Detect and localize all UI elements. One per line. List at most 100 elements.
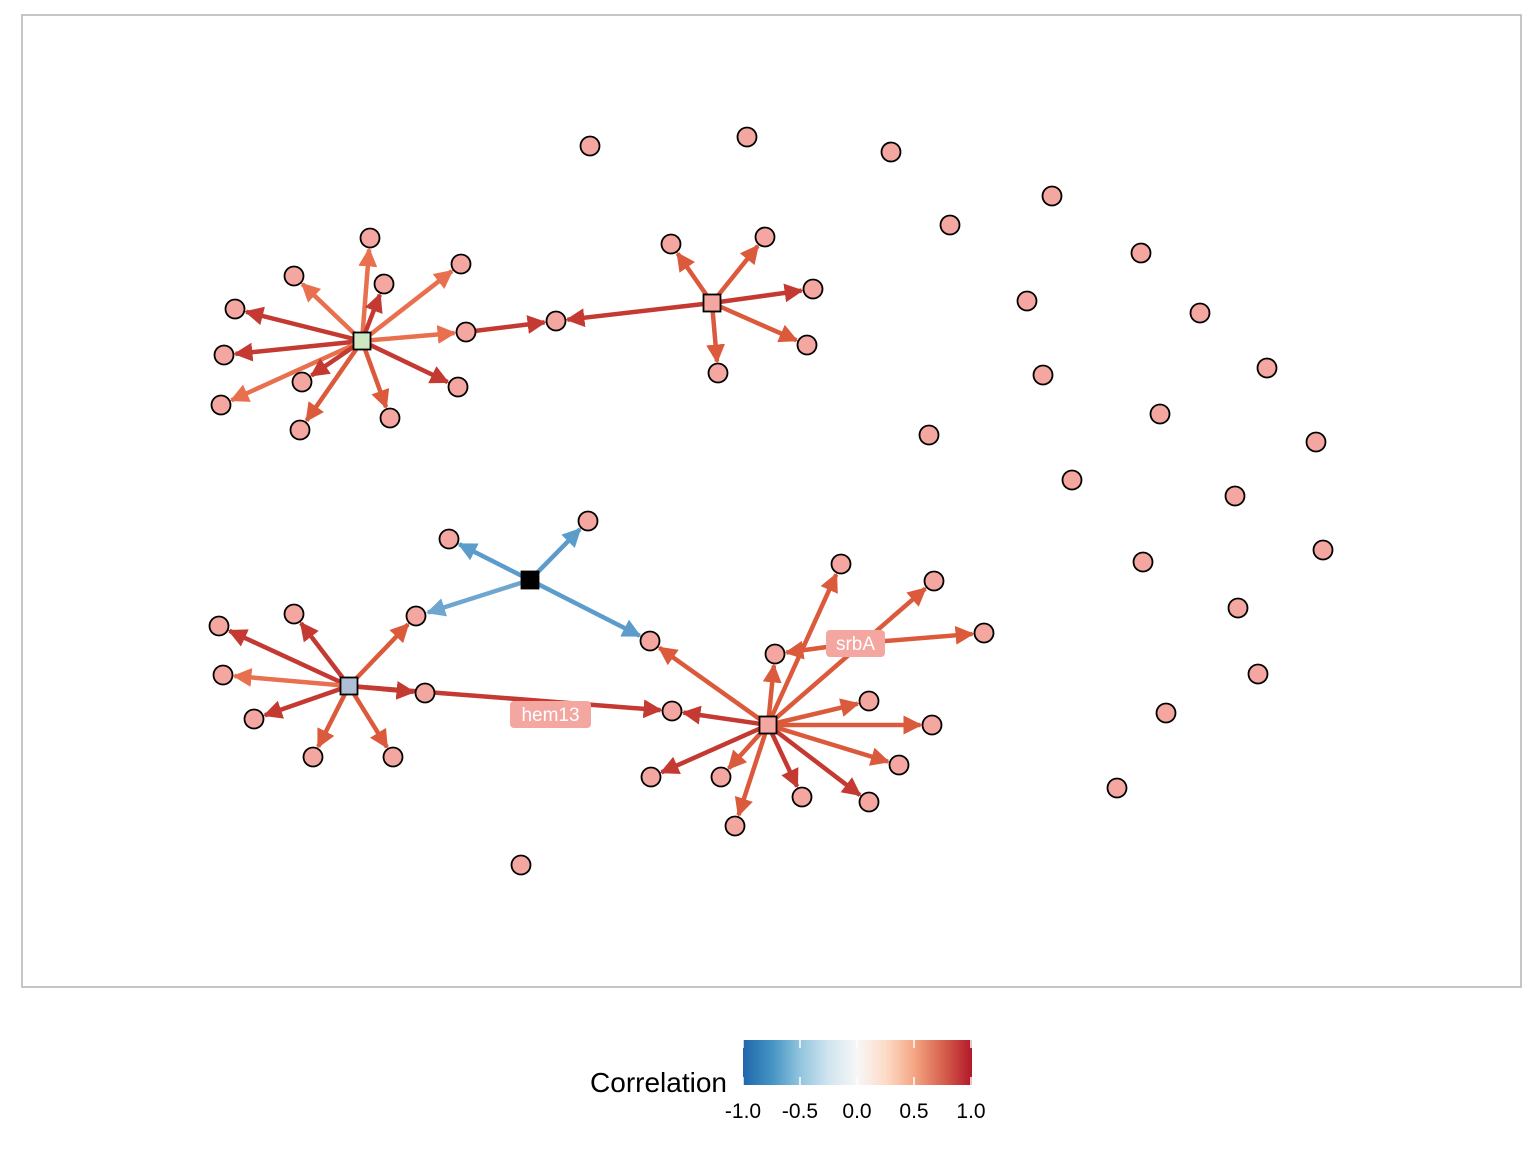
network-node	[213, 344, 235, 366]
network-edge	[232, 668, 350, 689]
network-edge	[347, 622, 410, 688]
network-node	[707, 362, 729, 384]
network-edge	[681, 705, 769, 728]
network-edge	[765, 724, 800, 789]
network-node	[379, 407, 401, 429]
network-node	[414, 682, 436, 704]
network-edge	[710, 244, 760, 305]
network-node	[791, 786, 813, 808]
network-node	[283, 603, 305, 625]
network-node	[450, 253, 472, 275]
network-node	[736, 126, 758, 148]
network-node	[1312, 539, 1334, 561]
hub-node	[339, 676, 359, 696]
network-node	[224, 298, 246, 320]
network-node	[858, 690, 880, 712]
network-edge	[361, 325, 457, 344]
network-edge	[244, 306, 363, 344]
network-edge	[227, 628, 350, 689]
network-node	[858, 791, 880, 813]
network-node	[660, 233, 682, 255]
network-node	[283, 265, 305, 287]
network-node	[1130, 242, 1152, 264]
network-node	[939, 214, 961, 236]
network-node	[830, 553, 852, 575]
network-node	[373, 273, 395, 295]
legend-title: Correlation	[590, 1067, 727, 1098]
network-edge	[457, 542, 532, 583]
node-label-hem13: hem13	[510, 701, 591, 728]
legend-tick-label: 1.0	[956, 1100, 985, 1123]
network-node	[921, 714, 943, 736]
network-node	[405, 605, 427, 627]
network-node	[1016, 290, 1038, 312]
network-node	[545, 310, 567, 332]
network-edge	[316, 684, 352, 749]
network-edge	[734, 724, 771, 817]
network-edge	[711, 283, 804, 306]
network-node	[438, 528, 460, 550]
network-node	[724, 815, 746, 837]
network-edge	[767, 698, 860, 728]
network-node	[208, 615, 230, 637]
legend-tick-label: -0.5	[782, 1100, 818, 1123]
network-edge	[347, 684, 389, 749]
network-node	[1247, 663, 1269, 685]
network-edge	[300, 282, 364, 343]
network-edge	[711, 300, 799, 343]
legend-tick-marks	[742, 1040, 972, 1085]
network-edge	[304, 339, 364, 423]
network-node	[1227, 597, 1249, 619]
legend-tick-label: 0.5	[899, 1100, 928, 1123]
network-node	[289, 419, 311, 441]
network-node	[918, 424, 940, 446]
network-node	[796, 334, 818, 356]
network-node	[1106, 777, 1128, 799]
network-edge	[361, 338, 450, 385]
network-edge	[359, 340, 390, 409]
nodes-layer	[208, 126, 1334, 876]
network-node	[1032, 364, 1054, 386]
network-node	[661, 700, 683, 722]
network-node	[1189, 302, 1211, 324]
network-node	[382, 746, 404, 768]
network-node	[1061, 469, 1083, 491]
network-node	[710, 766, 732, 788]
network-node	[243, 708, 265, 730]
network-node	[1256, 357, 1278, 379]
network-edge	[229, 338, 363, 403]
network-node	[1224, 485, 1246, 507]
network-node	[1132, 551, 1154, 573]
network-node	[455, 321, 477, 343]
network-node	[754, 226, 776, 248]
network-edge	[426, 577, 531, 617]
hub-node	[758, 715, 778, 735]
network-edge	[766, 723, 862, 797]
network-node	[302, 746, 324, 768]
network-node	[212, 664, 234, 686]
network-node	[577, 510, 599, 532]
network-node	[510, 854, 532, 876]
network-node	[579, 135, 601, 157]
node-label-hem13-text: hem13	[521, 705, 579, 726]
network-edge	[299, 621, 351, 688]
network-edge	[565, 300, 713, 328]
network-node	[359, 227, 381, 249]
network-node	[880, 141, 902, 163]
plot-panel-border	[21, 14, 1522, 988]
legend: Correlation -1.0 -0.5 0.0 0.5 1.0	[590, 1040, 986, 1123]
network-edge	[263, 683, 350, 719]
network-node	[210, 394, 232, 416]
network-edge	[360, 269, 454, 343]
network-edge	[762, 663, 782, 726]
edges-layer	[227, 244, 975, 817]
network-edge	[465, 315, 547, 335]
network-node	[764, 643, 786, 665]
node-label-srbA-text: srbA	[836, 634, 875, 655]
legend-tick-label: 0.0	[842, 1100, 871, 1123]
hub-node	[520, 570, 540, 590]
network-node	[1305, 431, 1327, 453]
network-edge	[528, 577, 642, 638]
network-node	[640, 766, 662, 788]
hub-node	[352, 331, 372, 351]
